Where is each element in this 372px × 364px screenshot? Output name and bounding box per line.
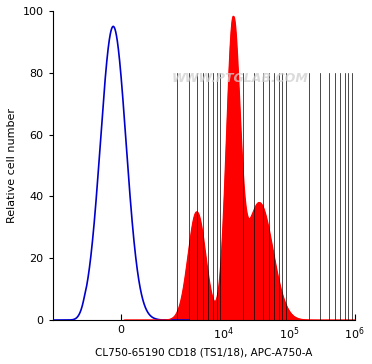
X-axis label: CL750-65190 CD18 (TS1/18), APC-A750-A: CL750-65190 CD18 (TS1/18), APC-A750-A — [95, 347, 312, 357]
Text: WWW.PTGLAB.COM: WWW.PTGLAB.COM — [171, 72, 308, 86]
Y-axis label: Relative cell number: Relative cell number — [7, 108, 17, 223]
